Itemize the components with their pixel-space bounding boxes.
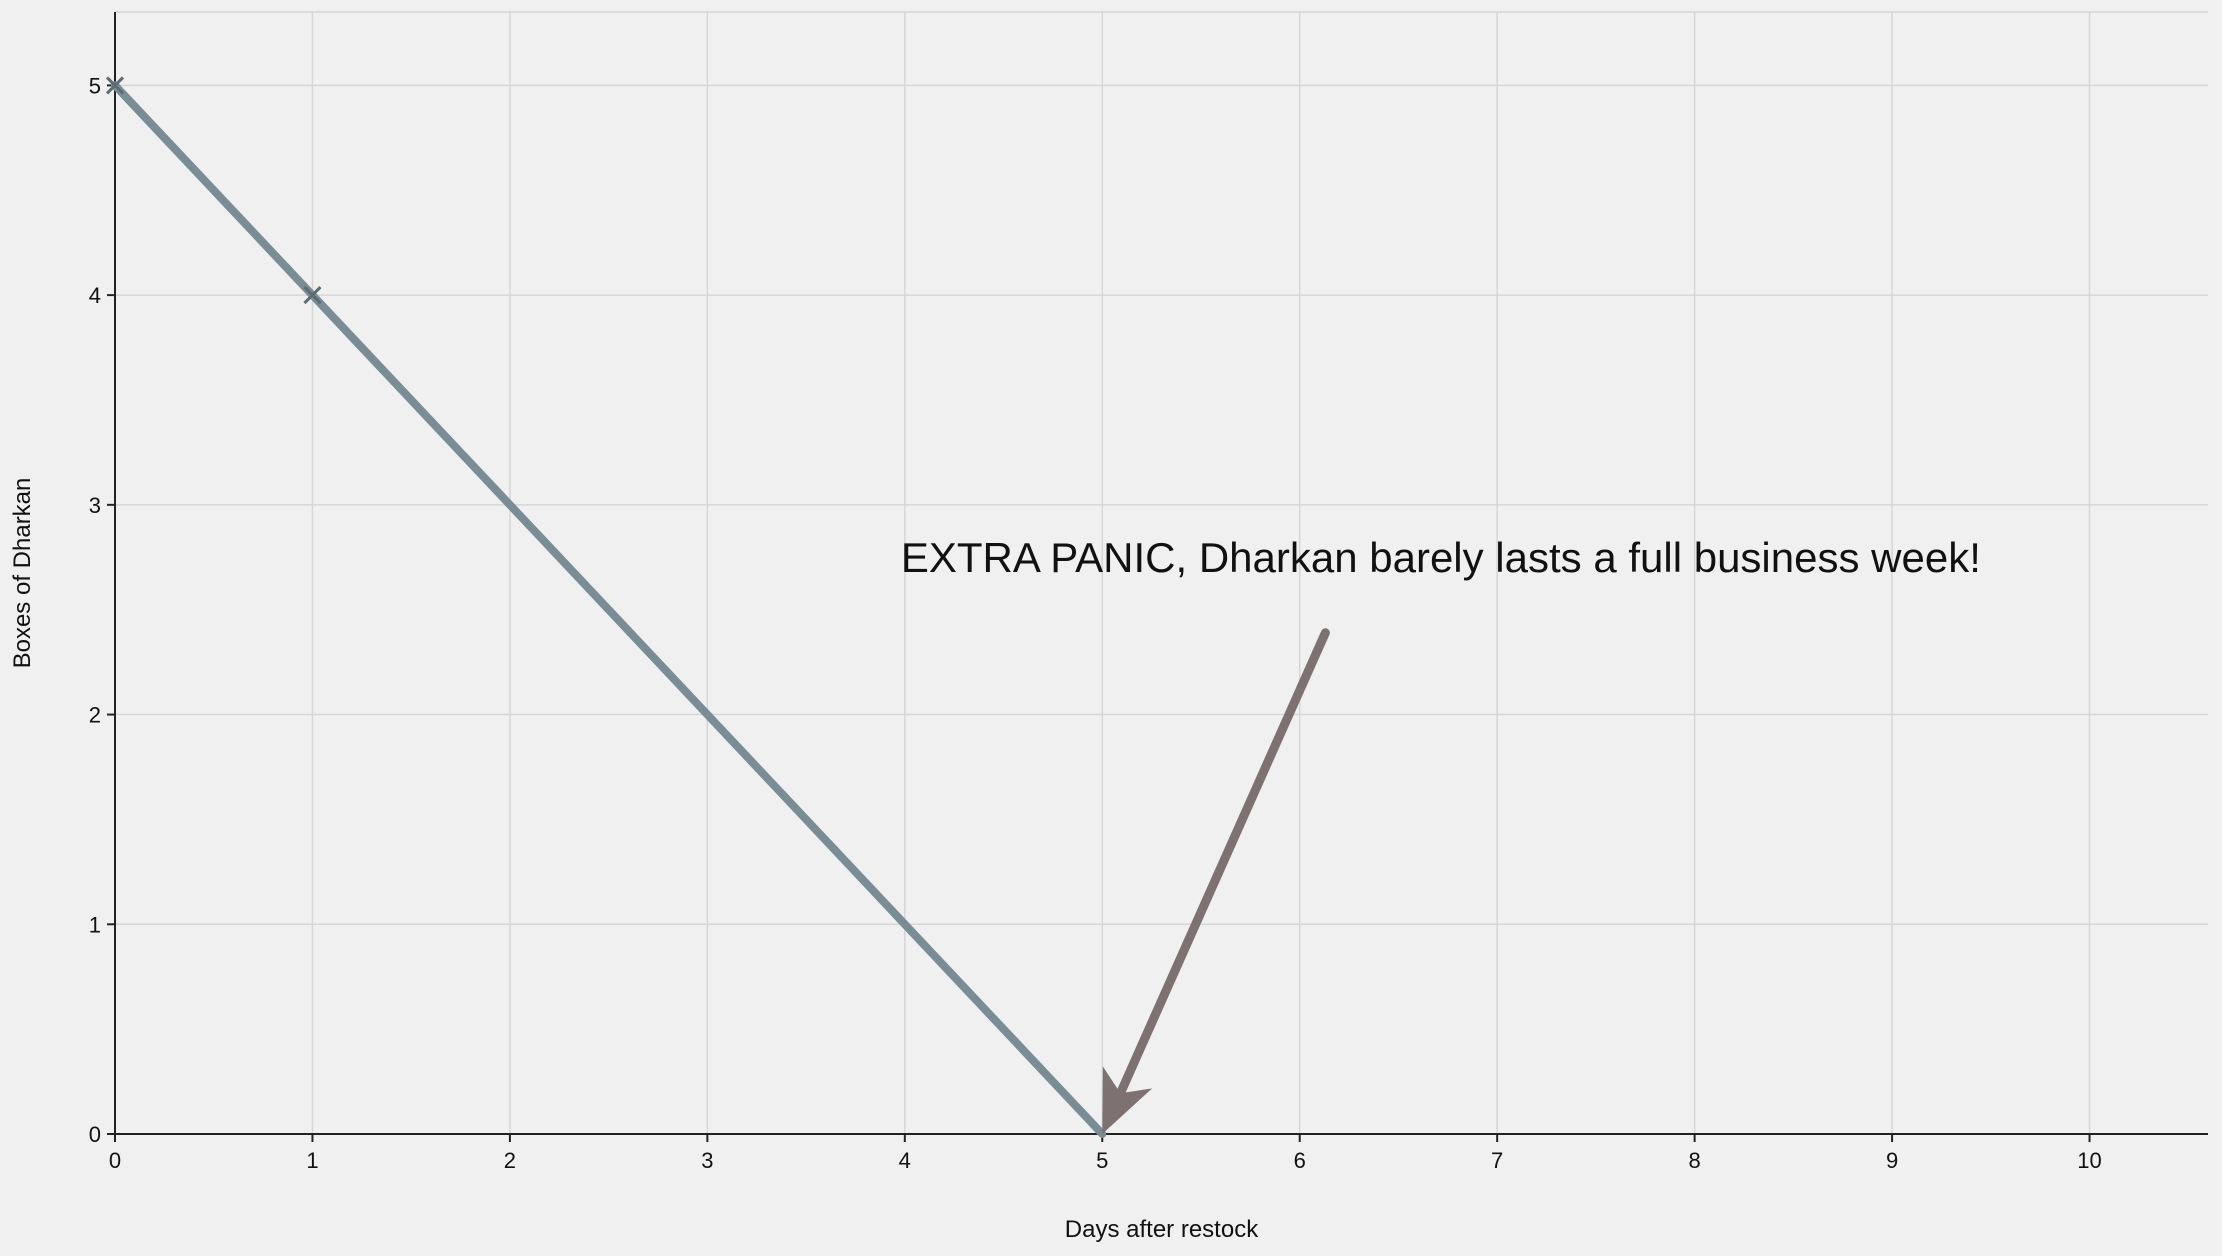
series	[111, 81, 1107, 1138]
y-tick-label: 3	[89, 493, 101, 518]
marker-stroke-b-1	[303, 286, 322, 305]
y-tick-label: 5	[89, 73, 101, 98]
markers	[105, 76, 322, 305]
y-tick-label: 4	[89, 283, 101, 308]
x-axis-title: Days after restock	[1065, 1216, 1259, 1243]
y-tick-label: 0	[89, 1122, 101, 1147]
x-tick-label: 6	[1294, 1148, 1306, 1173]
x-tick-label: 9	[1886, 1148, 1898, 1173]
marker-stroke-b-0	[105, 76, 125, 95]
annotation-arrow-shaft	[1117, 628, 1330, 1095]
x-tick-label: 8	[1688, 1148, 1700, 1173]
y-tick-label: 1	[89, 912, 101, 937]
ticks: 0 1 2 3 4 5 6 7 8 9 10 0 1 2 3 4 5	[89, 73, 2102, 1173]
y-axis-title: Boxes of Dharkan	[9, 478, 36, 669]
data-point-marker	[303, 286, 322, 305]
x-tick-label: 2	[504, 1148, 516, 1173]
axes	[114, 12, 2208, 1135]
x-tick-label: 7	[1491, 1148, 1503, 1173]
annotation: EXTRA PANIC, Dharkan barely lasts a full…	[901, 534, 1981, 1134]
series-line-0	[111, 81, 1107, 1138]
x-tick-label: 4	[899, 1148, 911, 1173]
y-tick-label: 2	[89, 703, 101, 728]
data-point-marker	[105, 76, 125, 95]
x-tick-label: 3	[701, 1148, 713, 1173]
x-tick-label: 0	[109, 1148, 121, 1173]
annotation-text: EXTRA PANIC, Dharkan barely lasts a full…	[901, 534, 1981, 581]
x-tick-label: 1	[306, 1148, 318, 1173]
x-tick-label: 5	[1096, 1148, 1108, 1173]
x-tick-label: 10	[2077, 1148, 2101, 1173]
annotation-arrow-head	[1102, 1066, 1153, 1134]
